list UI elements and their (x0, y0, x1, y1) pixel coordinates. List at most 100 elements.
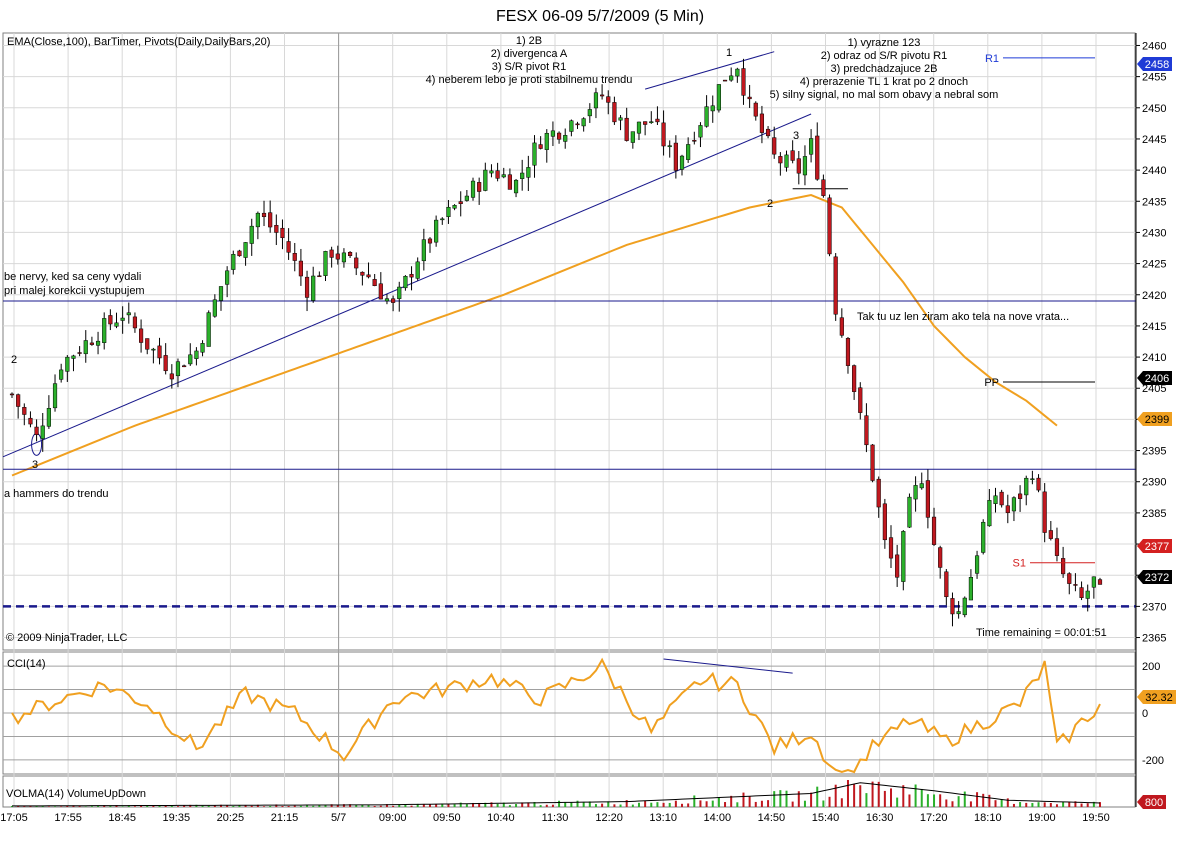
volume-bar (1086, 803, 1089, 807)
candle (692, 131, 697, 145)
candle (470, 177, 476, 201)
candle (446, 200, 451, 224)
price-tick-label: 2435 (1142, 196, 1166, 208)
candle (1054, 527, 1060, 562)
volume-bar (693, 795, 696, 807)
volume-bar (1031, 803, 1034, 807)
candle (741, 58, 746, 105)
candle (397, 281, 402, 312)
candle (212, 294, 217, 318)
candle (956, 601, 961, 619)
candle-body (274, 225, 279, 233)
candle (864, 403, 869, 453)
candle-body (600, 94, 605, 97)
candle-body (9, 393, 15, 396)
volume-bar (281, 806, 284, 807)
candle-body (520, 172, 525, 179)
candle-body (673, 142, 678, 171)
r1-badge-text: 2458 (1145, 59, 1169, 71)
ema-badge: 2399 (1137, 412, 1172, 426)
volume-bar (459, 802, 462, 807)
candle (606, 90, 611, 115)
candle-body (809, 138, 814, 155)
volume-bar (619, 804, 622, 807)
volume-bar (97, 805, 100, 807)
candle-body (753, 102, 758, 117)
candle (139, 319, 144, 353)
candle (71, 354, 76, 372)
candle-body (692, 140, 697, 142)
time-tick-label: 19:35 (163, 812, 191, 824)
volume-bar (207, 805, 210, 807)
candle (876, 476, 881, 518)
candle-body (446, 206, 451, 217)
candle-body (452, 205, 457, 209)
candle-body (513, 179, 519, 194)
candle-body (679, 155, 685, 170)
price-tick-label: 2450 (1142, 103, 1166, 115)
candle (261, 200, 267, 227)
volume-bar (263, 806, 266, 807)
candle-body (354, 257, 359, 269)
candle (673, 135, 678, 179)
time-tick-label: 09:00 (379, 812, 407, 824)
candle-body (169, 373, 174, 380)
volume-bar (767, 800, 770, 807)
cci-badge-text: 32.32 (1145, 692, 1173, 704)
volume-bar (219, 804, 222, 807)
cci-layer: 200 0 -200 (3, 657, 1164, 774)
price-tick-label: 2395 (1142, 446, 1166, 458)
volume-bar (945, 799, 948, 807)
candle-body (704, 106, 709, 127)
time-tick-label: 16:30 (866, 812, 894, 824)
candle (618, 115, 623, 131)
candle-body (194, 350, 199, 359)
candle-body (925, 480, 930, 518)
volume-bar (312, 805, 315, 807)
candle (520, 159, 525, 191)
candle-body (839, 317, 844, 336)
volume-bar (582, 802, 585, 807)
volume-bar (724, 802, 727, 807)
volume-bar (1006, 798, 1009, 807)
candle (132, 312, 138, 333)
volume-ma-line (11, 782, 1101, 807)
candle (931, 507, 937, 546)
candle (372, 274, 377, 287)
candle-body (968, 576, 973, 601)
volume-bar (791, 801, 794, 807)
candle (821, 174, 826, 198)
candle-body (1091, 576, 1096, 588)
volume-bar (355, 804, 358, 807)
candle (600, 84, 605, 100)
candle-body (526, 167, 531, 178)
annotation-right-line-3: 3) predchadzajuce 2B (830, 63, 937, 75)
candle-body (907, 496, 912, 528)
price-tick-label: 2415 (1142, 321, 1166, 333)
indicators-label: EMA(Close,100), BarTimer, Pivots(Daily,D… (7, 36, 270, 48)
candle (335, 245, 340, 265)
volume-bar (47, 806, 50, 807)
point-label-1-top: 1 (726, 47, 732, 59)
volume-bar (250, 805, 253, 807)
annotation-left-line-3: a hammers do trendu (4, 488, 109, 500)
volume-bar (1000, 799, 1003, 807)
candle-body (802, 156, 808, 176)
annotation-middle-line-2: 2) divergenca A (491, 48, 568, 60)
candle (16, 393, 21, 419)
candle-body (28, 417, 33, 425)
volume-bar (361, 804, 364, 807)
volume-bar (976, 792, 979, 807)
candle-body (759, 113, 765, 133)
volume-bar (742, 792, 745, 807)
volume-bar (533, 801, 536, 807)
candle (34, 419, 39, 442)
pivot-label-pp: PP (984, 377, 999, 389)
volume-bar (330, 804, 333, 807)
candle-body (686, 144, 691, 160)
cci-label: CCI(14) (7, 658, 46, 670)
point-label-2-right: 2 (767, 198, 773, 210)
time-tick-label: 18:10 (974, 812, 1002, 824)
candle (120, 306, 125, 334)
